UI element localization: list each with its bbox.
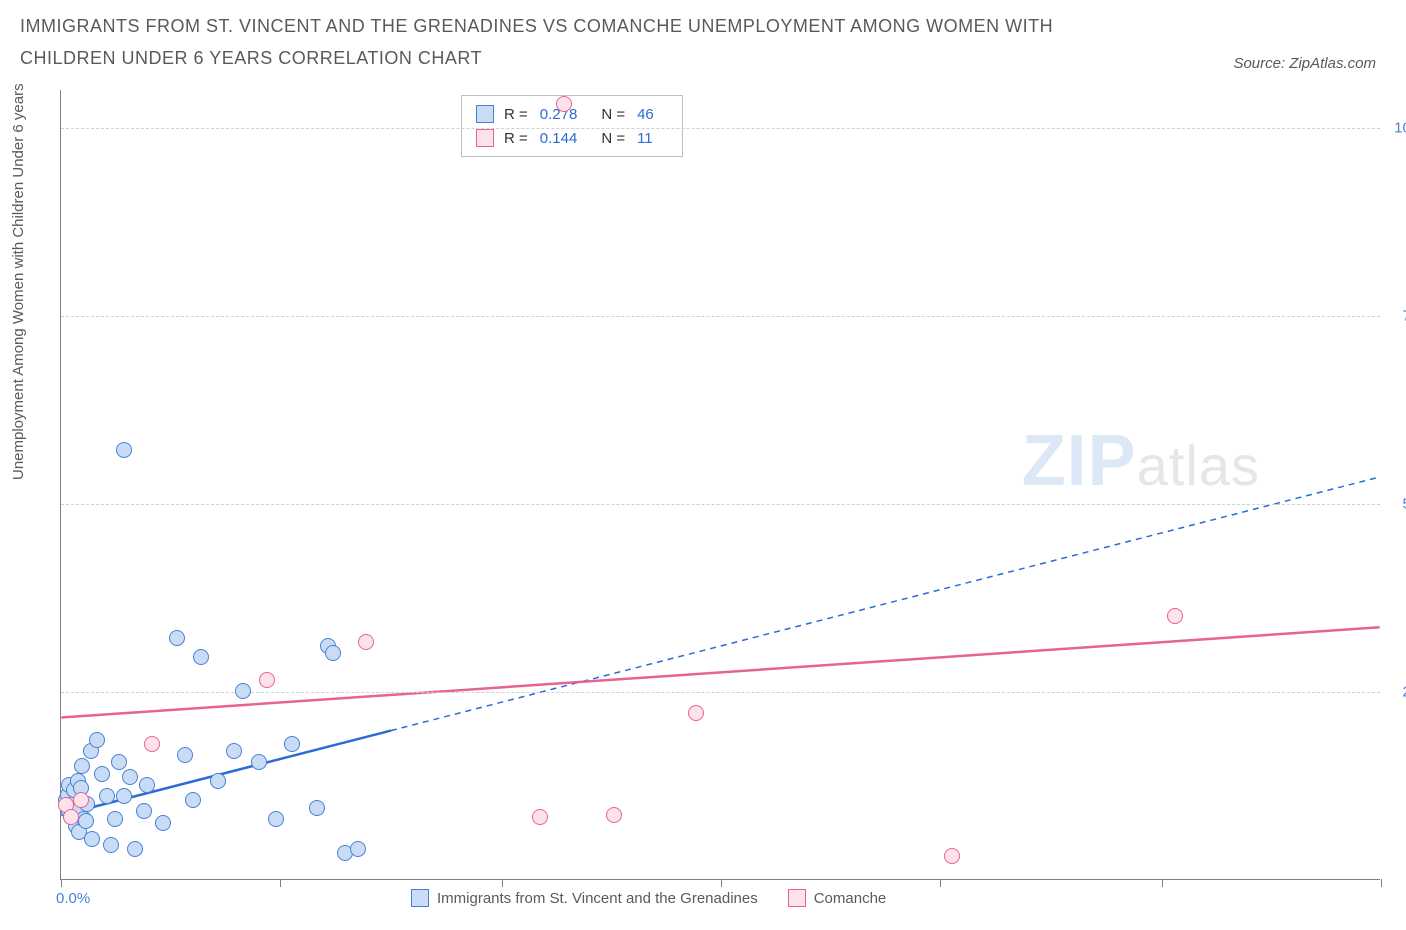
x-tick: [1381, 879, 1382, 887]
scatter-point: [284, 736, 300, 752]
y-tick-label: 75.0%: [1402, 307, 1406, 324]
gridline-h: [61, 504, 1380, 505]
scatter-point: [1167, 608, 1183, 624]
watermark-atlas: atlas: [1137, 434, 1260, 497]
y-axis-label: Unemployment Among Women with Children U…: [10, 83, 27, 480]
scatter-point: [944, 848, 960, 864]
bottom-legend-label: Immigrants from St. Vincent and the Gren…: [437, 890, 758, 907]
scatter-point: [89, 732, 105, 748]
trendline-solid: [61, 627, 1379, 717]
legend-n-label: N =: [601, 106, 625, 123]
x-axis-min-label: 0.0%: [56, 890, 90, 907]
scatter-point: [325, 645, 341, 661]
scatter-point: [350, 841, 366, 857]
legend-swatch-icon: [411, 889, 429, 907]
x-tick: [940, 879, 941, 887]
scatter-point: [111, 754, 127, 770]
scatter-point: [556, 96, 572, 112]
scatter-point: [226, 743, 242, 759]
scatter-point: [73, 792, 89, 808]
x-tick: [721, 879, 722, 887]
x-tick: [280, 879, 281, 887]
legend-r-value: 0.144: [540, 130, 578, 147]
watermark-zip: ZIP: [1022, 421, 1137, 501]
y-tick-label: 50.0%: [1402, 495, 1406, 512]
scatter-point: [259, 672, 275, 688]
bottom-legend-label: Comanche: [814, 890, 887, 907]
scatter-point: [78, 813, 94, 829]
scatter-point: [251, 754, 267, 770]
legend-swatch-icon: [476, 129, 494, 147]
bottom-legend-item: Immigrants from St. Vincent and the Gren…: [411, 889, 758, 907]
legend-r-label: R =: [504, 130, 528, 147]
scatter-point: [185, 792, 201, 808]
legend-swatch-icon: [476, 105, 494, 123]
scatter-point: [177, 747, 193, 763]
gridline-h: [61, 128, 1380, 129]
scatter-point: [268, 811, 284, 827]
scatter-point: [155, 815, 171, 831]
x-tick: [61, 879, 62, 887]
scatter-point: [99, 788, 115, 804]
bottom-legend-item: Comanche: [788, 889, 887, 907]
scatter-point: [144, 736, 160, 752]
scatter-point: [210, 773, 226, 789]
chart-title: IMMIGRANTS FROM ST. VINCENT AND THE GREN…: [20, 10, 1120, 75]
scatter-point: [235, 683, 251, 699]
watermark: ZIPatlas: [1022, 420, 1260, 502]
scatter-point: [116, 442, 132, 458]
y-tick-label: 100.0%: [1394, 119, 1406, 136]
scatter-point: [127, 841, 143, 857]
scatter-point: [136, 803, 152, 819]
legend-swatch-icon: [788, 889, 806, 907]
scatter-point: [107, 811, 123, 827]
scatter-point: [63, 809, 79, 825]
legend-n-value: 11: [637, 130, 653, 147]
scatter-point: [358, 634, 374, 650]
scatter-point: [309, 800, 325, 816]
scatter-point: [94, 766, 110, 782]
y-tick-label: 25.0%: [1402, 683, 1406, 700]
scatter-point: [688, 705, 704, 721]
scatter-point: [116, 788, 132, 804]
bottom-legend: Immigrants from St. Vincent and the Gren…: [411, 889, 886, 907]
scatter-point: [103, 837, 119, 853]
scatter-point: [606, 807, 622, 823]
scatter-point: [74, 758, 90, 774]
gridline-h: [61, 692, 1380, 693]
x-tick: [1162, 879, 1163, 887]
gridline-h: [61, 316, 1380, 317]
chart-area: ZIPatlas R = 0.278 N = 46 R = 0.144 N = …: [60, 90, 1380, 880]
scatter-point: [193, 649, 209, 665]
legend-n-label: N =: [601, 130, 625, 147]
legend-n-value: 46: [637, 106, 654, 123]
legend-stats-row: R = 0.144 N = 11: [476, 126, 668, 150]
scatter-point: [84, 831, 100, 847]
scatter-point: [532, 809, 548, 825]
scatter-point: [139, 777, 155, 793]
chart-source: Source: ZipAtlas.com: [1233, 55, 1376, 72]
x-tick: [502, 879, 503, 887]
scatter-point: [169, 630, 185, 646]
scatter-point: [122, 769, 138, 785]
legend-r-label: R =: [504, 106, 528, 123]
